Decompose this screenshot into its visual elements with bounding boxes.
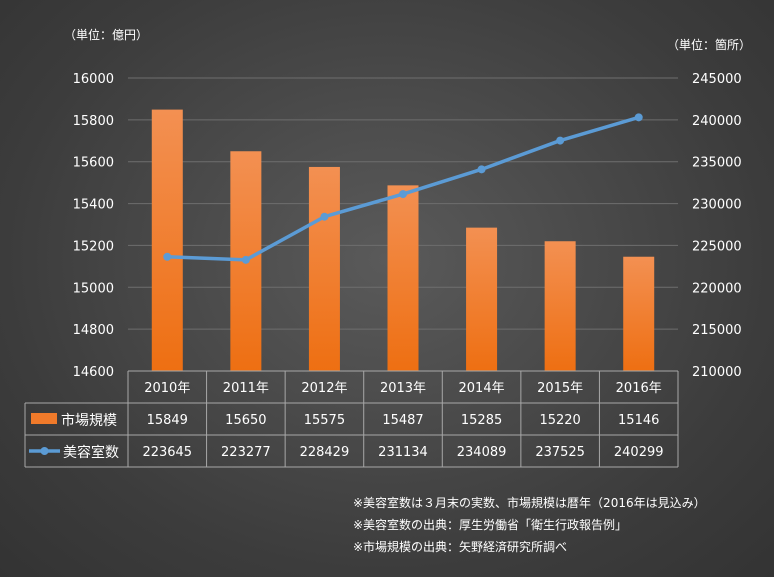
left-axis-unit-label: （単位：億円）	[64, 28, 149, 42]
line-value-label-6: 240299	[614, 445, 664, 460]
bar-2013年	[387, 185, 419, 371]
left-tick-label-6: 15800	[73, 114, 114, 129]
right-tick-label-2: 220000	[692, 281, 742, 296]
left-tick-label-1: 14800	[73, 323, 114, 338]
left-tick-label-2: 15000	[73, 281, 114, 296]
line-value-label-0: 223645	[142, 445, 192, 460]
legend-label-salons: 美容室数	[63, 444, 119, 461]
left-tick-label-3: 15200	[73, 239, 114, 254]
right-tick-label-1: 215000	[692, 323, 742, 338]
right-axis-unit-label: （単位：箇所）	[667, 38, 752, 52]
bar-2010年	[151, 109, 183, 371]
line-value-label-4: 234089	[457, 445, 507, 460]
right-tick-label-7: 245000	[692, 72, 742, 87]
bar-2012年	[308, 166, 340, 371]
bar-2015年	[544, 241, 576, 371]
line-point-2014年	[477, 165, 486, 174]
footnote-1: ※美容室数は３月末の実数、市場規模は暦年（2016年は見込み）	[353, 496, 706, 510]
bar-value-label-4: 15285	[461, 413, 502, 428]
line-point-2011年	[241, 255, 250, 264]
line-point-2016年	[634, 113, 643, 122]
right-tick-label-0: 210000	[692, 365, 742, 380]
line-value-label-5: 237525	[535, 445, 585, 460]
line-point-2015年	[556, 136, 565, 145]
bar-value-label-6: 15146	[618, 413, 659, 428]
legend-swatch-market-size	[31, 413, 57, 424]
bar-value-label-3: 15487	[382, 413, 423, 428]
x-tick-label-2: 2012年	[301, 381, 347, 396]
bar-2016年	[623, 256, 655, 371]
footnote-3: ※市場規模の出典：矢野経済研究所調べ	[353, 540, 568, 554]
bar-value-label-1: 15650	[225, 413, 266, 428]
line-value-label-2: 228429	[300, 445, 350, 460]
bar-2014年	[466, 227, 498, 371]
left-tick-label-7: 16000	[73, 72, 114, 87]
line-point-2013年	[399, 190, 407, 199]
footnote-2: ※美容室数の出典：厚生労働省「衛生行政報告例」	[353, 518, 628, 532]
right-tick-label-3: 225000	[692, 239, 742, 254]
x-tick-label-1: 2011年	[223, 381, 269, 396]
bar-value-label-5: 15220	[539, 413, 580, 428]
legend-label-market-size: 市場規模	[61, 412, 117, 429]
x-tick-label-6: 2016年	[616, 381, 662, 396]
line-value-label-3: 231134	[378, 445, 428, 460]
x-tick-label-3: 2013年	[380, 381, 426, 396]
x-tick-label-5: 2015年	[537, 381, 583, 396]
bar-value-label-2: 15575	[304, 413, 345, 428]
right-tick-label-4: 230000	[692, 198, 742, 213]
legend-marker-salons	[40, 447, 49, 455]
right-tick-label-6: 240000	[692, 114, 742, 129]
line-point-2012年	[320, 212, 329, 221]
left-tick-label-5: 15600	[73, 156, 114, 171]
line-point-2010年	[163, 252, 172, 261]
bar-value-label-0: 15849	[147, 413, 188, 428]
line-value-label-1: 223277	[221, 445, 271, 460]
right-tick-label-5: 235000	[692, 156, 742, 171]
x-tick-label-0: 2010年	[144, 381, 190, 396]
left-tick-label-4: 15400	[73, 198, 114, 213]
footnotes: ※美容室数は３月末の実数、市場規模は暦年（2016年は見込み） ※美容室数の出典…	[353, 492, 706, 558]
x-tick-label-4: 2014年	[459, 381, 505, 396]
left-tick-label-0: 14600	[73, 365, 114, 380]
